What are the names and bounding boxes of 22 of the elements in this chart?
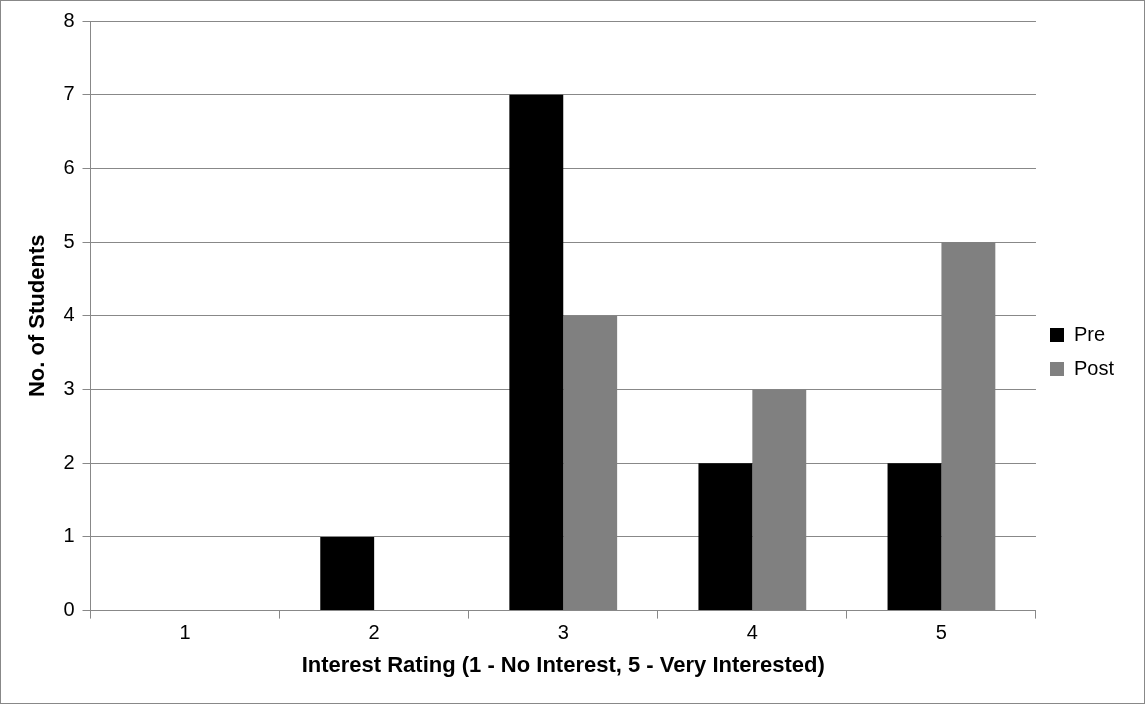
- x-tick-label: 2: [368, 621, 380, 644]
- x-tick-label: 5: [935, 621, 947, 644]
- x-tick-label: 4: [746, 621, 758, 644]
- y-tick-label: 6: [63, 155, 75, 178]
- y-tick-label: 3: [63, 377, 75, 400]
- y-axis-title: No. of Students: [24, 234, 50, 398]
- x-axis-title: Interest Rating (1 - No Interest, 5 - Very Interested): [301, 651, 825, 677]
- y-tick-label: 2: [63, 450, 75, 473]
- bar: [320, 536, 375, 611]
- y-tick-label: 5: [63, 229, 75, 252]
- y-tick-label: 7: [63, 82, 75, 105]
- y-tick-label: 4: [63, 303, 75, 326]
- y-tick-label: 0: [63, 598, 75, 621]
- bar: [887, 463, 942, 611]
- legend-label: Post: [1073, 356, 1115, 379]
- legend-label: Pre: [1073, 322, 1106, 345]
- y-tick-label: 8: [63, 8, 75, 31]
- x-tick-label: 3: [557, 621, 569, 644]
- bar: [509, 94, 564, 611]
- x-tick-label: 1: [179, 621, 191, 644]
- bar: [698, 463, 753, 611]
- y-tick-label: 1: [63, 524, 75, 547]
